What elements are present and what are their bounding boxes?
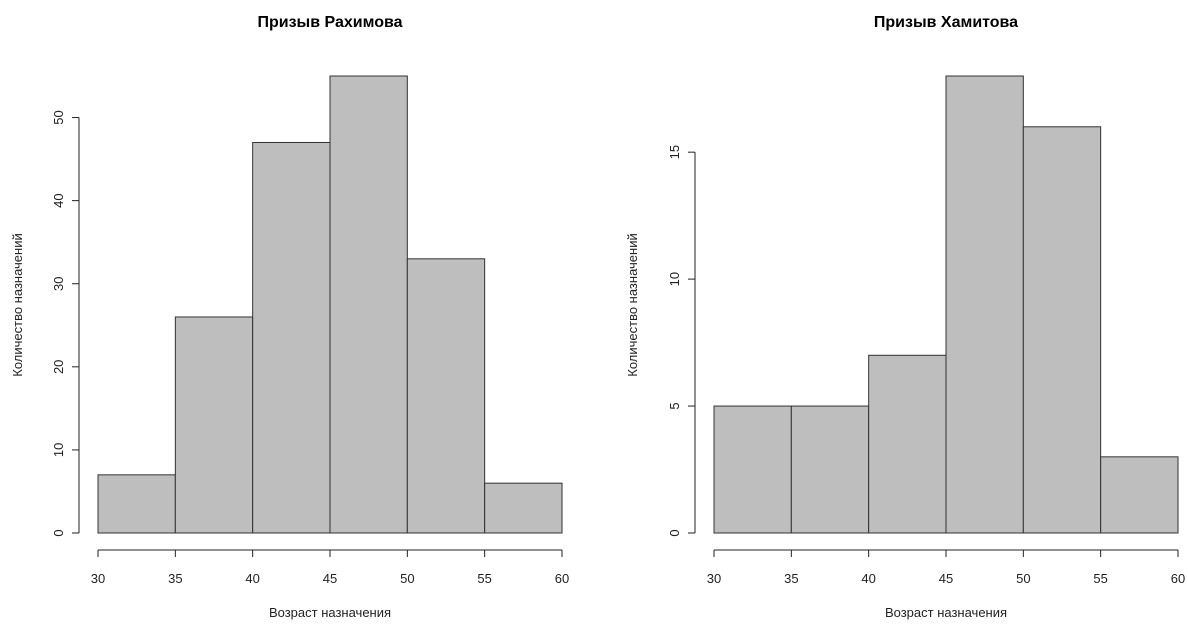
y-axis: 0 10 20 30 40 50 [51,110,80,537]
y-tick-label: 30 [51,276,66,290]
histogram-bar [868,354,947,534]
x-tick-label: 50 [400,571,414,586]
histogram-rakhimov: Призыв Рахимова Возраст назначения Колич… [10,14,569,620]
y-tick-label: 10 [667,272,682,286]
histogram-bar [252,141,331,534]
histogram-bar [97,474,176,534]
y-tick-label: 5 [667,402,682,409]
x-tick-label: 40 [245,571,259,586]
y-tick-label: 40 [51,193,66,207]
y-axis-label: Количество назначений [625,233,640,376]
histogram-khamitov: Призыв Хамитова Возраст назначения Колич… [625,14,1185,620]
x-tick-label: 45 [939,571,953,586]
y-tick-label: 15 [667,145,682,159]
x-tick-label: 30 [91,571,105,586]
histogram-bar [713,405,792,534]
histogram-bar [406,258,486,534]
x-tick-label: 40 [861,571,875,586]
y-axis: 0 5 10 15 [667,145,696,537]
histogram-bar [945,75,1024,534]
bars [97,75,563,534]
bars [713,75,1179,534]
chart-title: Призыв Хамитова [874,14,1018,31]
chart-title: Призыв Рахимова [257,14,402,31]
histogram-bar [1100,456,1179,534]
y-axis-label: Количество назначений [10,233,25,376]
x-tick-label: 60 [555,571,569,586]
histogram-bar [329,75,408,534]
x-tick-label: 55 [1093,571,1107,586]
y-tick-label: 10 [51,443,66,457]
x-axis-label: Возраст назначения [269,605,391,620]
x-axis: 30 35 40 45 50 55 60 [707,549,1185,586]
x-tick-label: 35 [784,571,798,586]
x-tick-label: 35 [168,571,182,586]
y-tick-label: 20 [51,360,66,374]
y-tick-label: 0 [51,529,66,536]
x-tick-label: 50 [1016,571,1030,586]
histogram-bar [1022,126,1102,534]
histogram-bar [790,405,870,534]
y-tick-label: 50 [51,110,66,124]
x-tick-label: 55 [477,571,491,586]
histogram-bar [174,316,254,534]
x-tick-label: 60 [1171,571,1185,586]
x-tick-label: 45 [323,571,337,586]
x-tick-label: 30 [707,571,721,586]
x-axis-label: Возраст назначения [885,605,1007,620]
histogram-bar [484,482,563,534]
y-tick-label: 0 [667,529,682,536]
x-axis: 30 35 40 45 50 55 60 [91,549,569,586]
